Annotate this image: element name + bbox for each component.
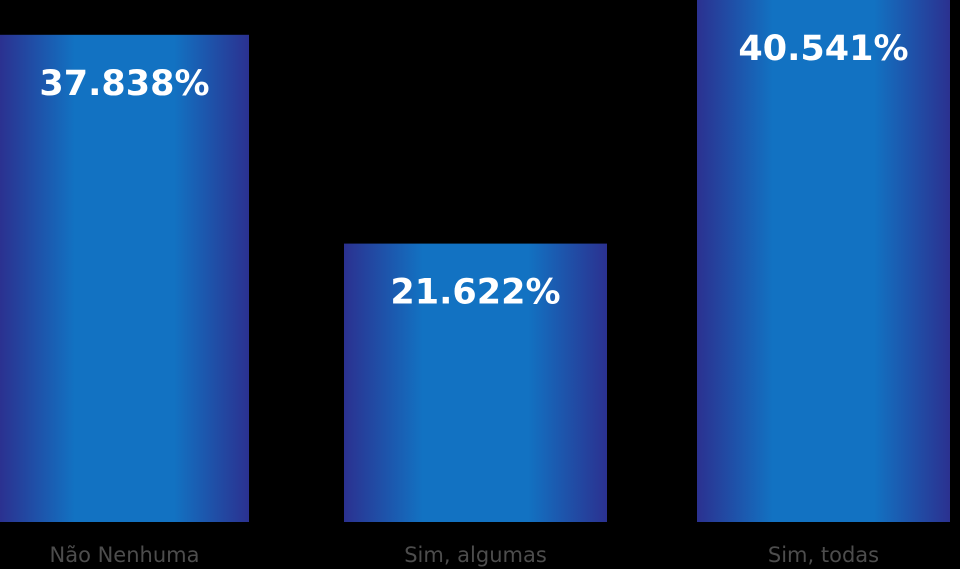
bar	[344, 243, 607, 523]
value-label: 21.622%	[390, 273, 560, 313]
category-label: Sim, todas	[768, 543, 879, 567]
bar	[0, 34, 249, 522]
category-label: Sim, algumas	[404, 543, 547, 567]
bar	[697, 0, 950, 522]
value-label: 37.838%	[39, 64, 209, 104]
value-label: 40.541%	[738, 29, 908, 69]
category-label: Não Nenhuma	[50, 543, 200, 567]
